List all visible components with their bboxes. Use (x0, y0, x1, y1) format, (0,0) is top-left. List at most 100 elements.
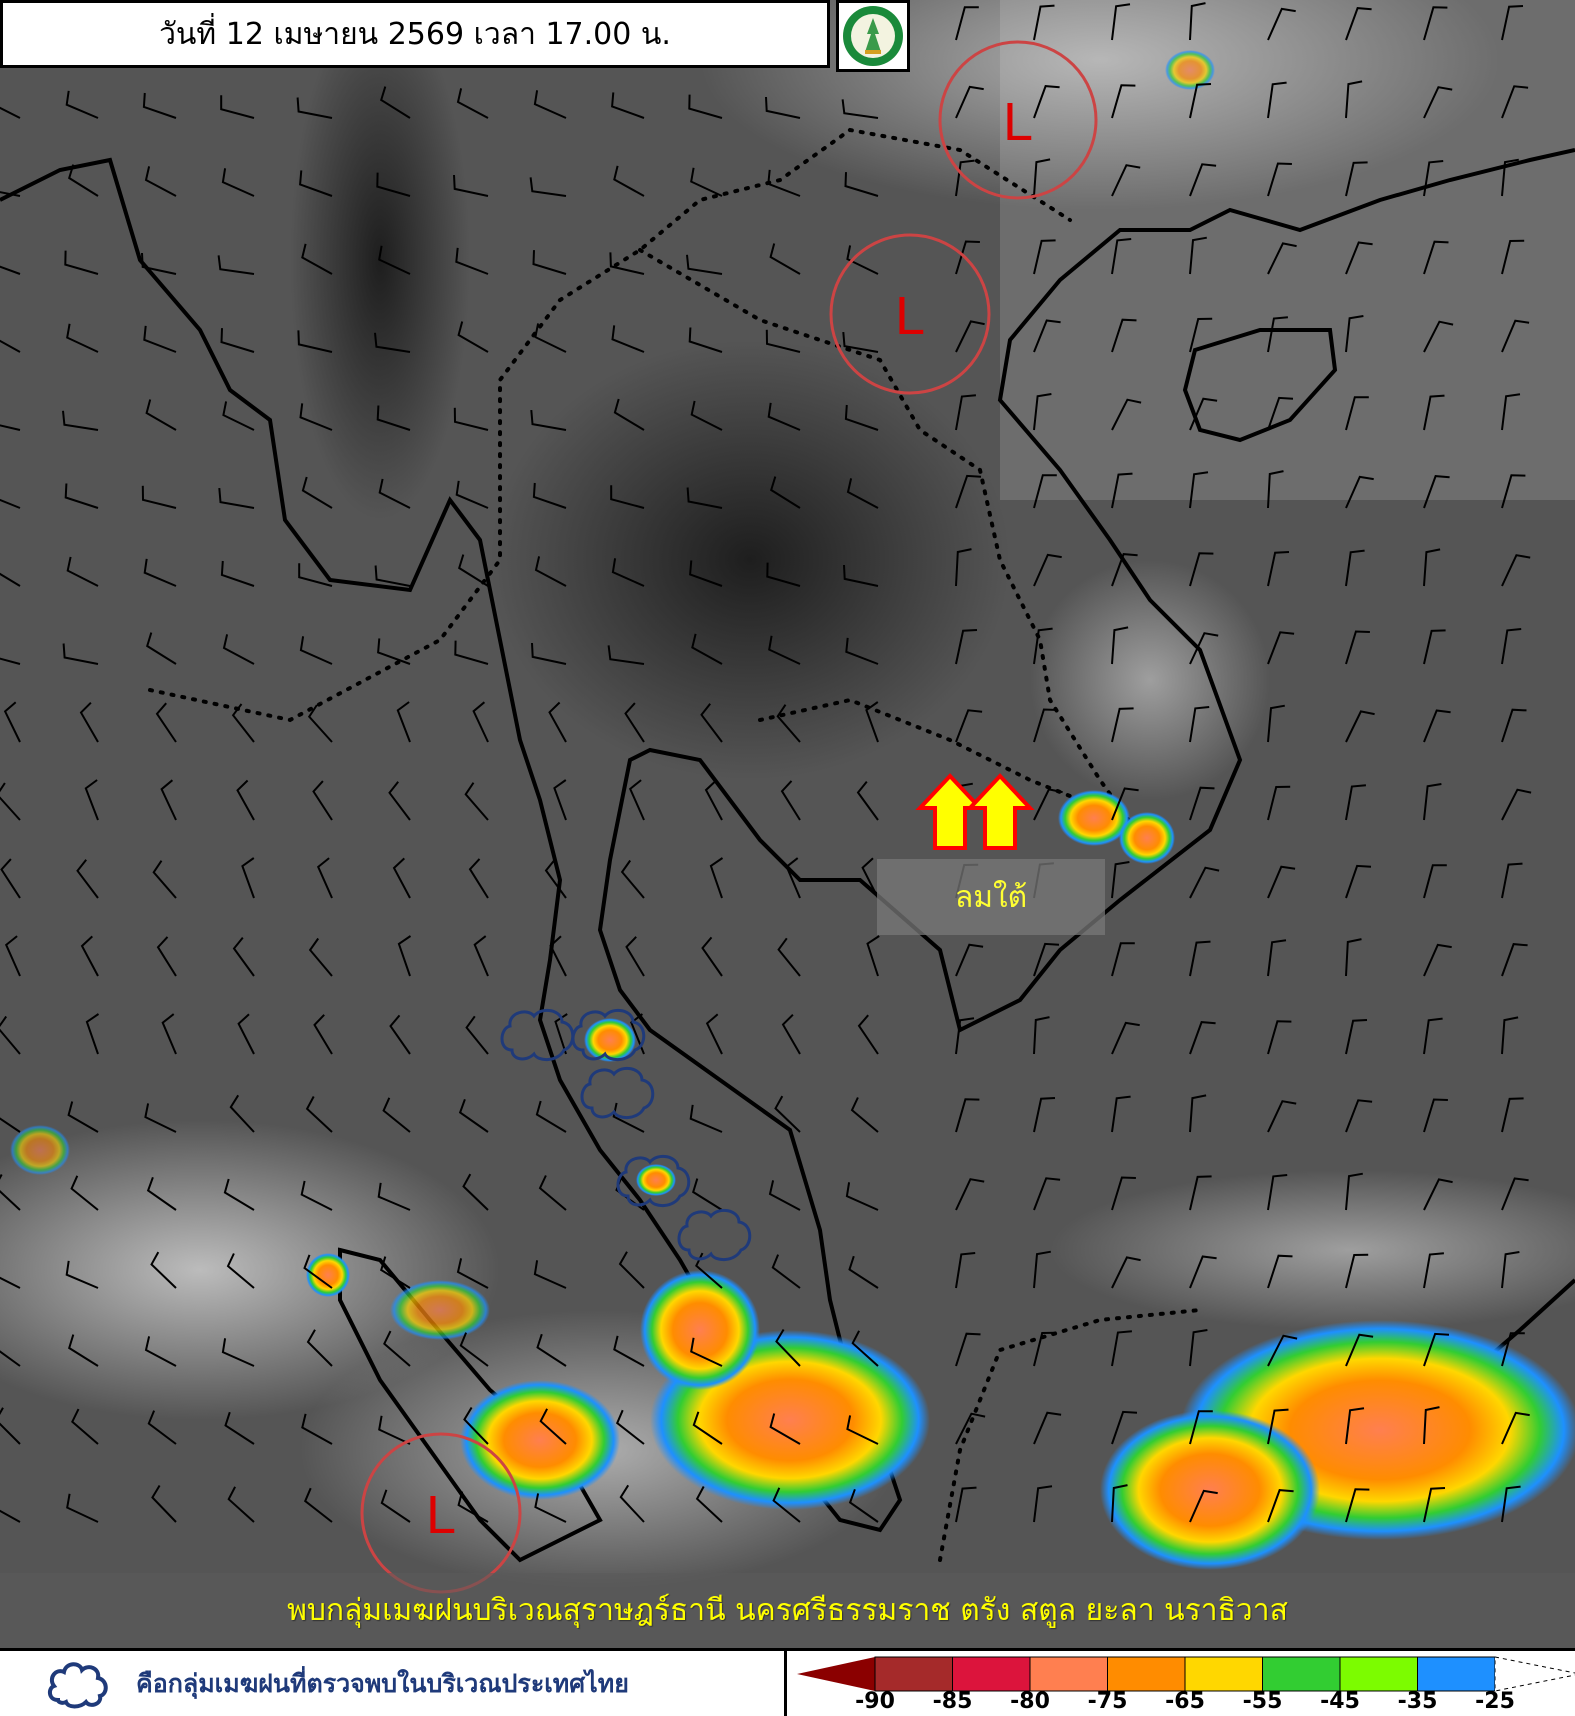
low-pressure-marker: L (829, 233, 991, 395)
tmd-emblem-icon (843, 6, 903, 66)
wind-barb (0, 191, 21, 197)
colorbar-tick-label: -65 (1165, 1689, 1205, 1714)
wind-barb (534, 323, 567, 353)
wind-barb (1189, 83, 1212, 119)
wind-barb (397, 935, 412, 977)
wind-barb (378, 245, 411, 275)
wind-barb (1423, 1017, 1443, 1055)
wind-barb (553, 779, 567, 821)
wind-barb (380, 86, 411, 119)
wind-barb (374, 565, 411, 587)
wind-barb (841, 99, 879, 119)
wind-barb (217, 255, 255, 275)
colorbar-tick-label: -75 (1087, 1689, 1128, 1714)
wind-barb (955, 709, 983, 743)
colorbar-swatch (952, 1656, 1031, 1692)
wind-barb (688, 327, 723, 353)
wind-barb (0, 339, 21, 353)
wind-barb (1423, 943, 1452, 977)
wind-barb (1501, 1332, 1525, 1367)
wind-barb (534, 1493, 567, 1523)
wind-barb (1033, 158, 1051, 197)
low-pressure-label: L (1003, 92, 1033, 152)
wind-barb (1111, 707, 1134, 743)
wind-barb (1267, 939, 1287, 977)
wind-barb (1033, 85, 1060, 119)
convective-cloud-areas (10, 50, 1575, 1570)
wind-barb (85, 1013, 100, 1055)
wind-barb (0, 498, 21, 509)
wind-barb (611, 558, 645, 587)
wind-barb (152, 860, 177, 899)
wind-barb (1345, 1488, 1370, 1523)
wind-barb (532, 250, 567, 275)
wind-barb (222, 401, 255, 431)
wind-barb (701, 936, 723, 977)
wind-barb (141, 485, 177, 509)
wind-barb (227, 1486, 255, 1523)
wind-barb (1189, 706, 1210, 743)
wind-barb (220, 328, 255, 353)
wind-barb (529, 177, 567, 197)
dark-land-region (490, 340, 1010, 780)
wind-barb (306, 1329, 333, 1367)
wind-barb (457, 1491, 489, 1523)
wind-barb (141, 252, 177, 275)
wind-barb (220, 95, 255, 119)
wind-barb (80, 935, 99, 977)
wind-barb (229, 1094, 255, 1133)
wind-barb (1345, 1253, 1369, 1289)
wind-barb (1345, 241, 1373, 275)
wind-barb (232, 936, 255, 977)
arrow-up-icon (965, 773, 1035, 850)
wind-barb (538, 1175, 567, 1211)
wind-barb (780, 780, 801, 821)
wind-barb (1423, 864, 1447, 899)
wind-barb (765, 329, 801, 353)
wind-barb (378, 1415, 411, 1445)
wind-barb (66, 323, 99, 353)
wind-barb (65, 90, 99, 119)
wind-barb (298, 563, 333, 587)
wind-barb (143, 325, 177, 353)
wind-barb (1189, 471, 1209, 509)
wind-barb (536, 1333, 567, 1367)
wind-barb (1267, 7, 1296, 41)
wind-barb (155, 702, 177, 743)
wind-barb (143, 558, 177, 587)
wind-barb (144, 1336, 177, 1367)
wind-barb (695, 1486, 723, 1523)
wind-barb (851, 1330, 879, 1367)
wind-barb (1189, 632, 1219, 665)
colorbar-tick-label: -90 (855, 1689, 895, 1714)
wind-barb (144, 1103, 177, 1133)
wind-barb (1189, 236, 1207, 275)
wind-barb (1033, 1411, 1062, 1445)
wind-barb (303, 1254, 333, 1289)
wind-barb (690, 1337, 723, 1367)
low-pressure-label: L (426, 1485, 456, 1545)
wind-barb (843, 564, 879, 587)
wind-barb (463, 1406, 489, 1445)
wind-barb (624, 702, 645, 743)
wind-barb (548, 701, 567, 743)
wind-barb (609, 252, 645, 275)
cloud-legend-text: คือกลุ่มเมฆฝนที่ตรวจพบในบริเวณประเทศไทย (136, 1668, 629, 1698)
wind-barb (1033, 627, 1053, 665)
wind-barb (296, 97, 333, 119)
wind-barb (846, 245, 879, 275)
wind-barb (1033, 1331, 1057, 1367)
wind-barb (0, 782, 21, 821)
wind-barb (1267, 1489, 1294, 1523)
wind-barb (544, 858, 567, 899)
wind-barb (1423, 475, 1450, 509)
wind-barb (1423, 160, 1444, 197)
wind-barb (1423, 86, 1453, 119)
wind-barb (619, 1484, 645, 1523)
wind-barb (1501, 319, 1530, 353)
wind-barb (1033, 239, 1056, 275)
wind-barb (1501, 943, 1528, 977)
low-pressure-label: L (895, 286, 925, 346)
wind-barb (1033, 553, 1062, 587)
wind-barb (455, 247, 489, 275)
